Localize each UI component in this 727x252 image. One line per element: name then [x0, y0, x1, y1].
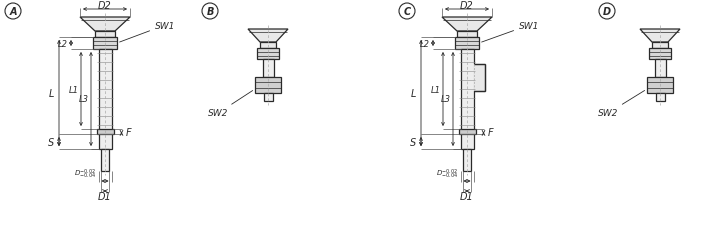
Bar	[654, 60, 665, 78]
Text: D: D	[603, 7, 611, 17]
Text: SW1: SW1	[481, 21, 539, 43]
Text: L2: L2	[420, 39, 430, 48]
Bar	[260, 43, 276, 49]
Text: SW2: SW2	[208, 91, 253, 118]
Text: D$^{-0.02}_{-0.04}$: D$^{-0.02}_{-0.04}$	[74, 167, 97, 180]
Text: F: F	[126, 127, 131, 137]
Polygon shape	[248, 30, 288, 43]
Bar	[93, 38, 117, 50]
Bar	[473, 65, 484, 92]
Bar	[97, 130, 113, 135]
Bar	[459, 130, 475, 135]
Text: S: S	[410, 137, 416, 147]
Text: L: L	[411, 89, 416, 99]
Bar	[255, 78, 281, 94]
Bar	[647, 78, 673, 94]
Bar	[101, 149, 109, 171]
Polygon shape	[80, 18, 130, 32]
Bar	[656, 94, 664, 102]
Text: D$^{-0.02}_{-0.04}$: D$^{-0.02}_{-0.04}$	[436, 167, 459, 180]
Bar	[257, 49, 279, 60]
Text: L1: L1	[69, 85, 79, 94]
Text: S: S	[48, 137, 54, 147]
Bar	[95, 32, 115, 38]
Bar	[262, 60, 273, 78]
Bar	[263, 94, 273, 102]
Polygon shape	[640, 30, 680, 43]
Bar	[463, 149, 471, 171]
Text: A: A	[9, 7, 17, 17]
Bar	[457, 32, 477, 38]
Text: D2: D2	[98, 1, 112, 11]
Bar	[455, 38, 479, 50]
Text: D2: D2	[460, 1, 474, 11]
Text: L3: L3	[79, 95, 89, 104]
Text: L3: L3	[441, 95, 451, 104]
Text: C: C	[403, 7, 411, 17]
Text: L1: L1	[431, 85, 441, 94]
Text: D1: D1	[460, 191, 474, 201]
Bar	[649, 49, 671, 60]
Bar	[460, 50, 473, 149]
Bar	[98, 50, 111, 149]
Text: L: L	[49, 89, 54, 99]
Bar	[652, 43, 668, 49]
Text: SW2: SW2	[598, 91, 645, 118]
Text: SW1: SW1	[120, 21, 175, 43]
Text: B: B	[206, 7, 214, 17]
Text: L2: L2	[58, 39, 68, 48]
Polygon shape	[442, 18, 492, 32]
Text: F: F	[488, 127, 493, 137]
Text: D1: D1	[98, 191, 112, 201]
